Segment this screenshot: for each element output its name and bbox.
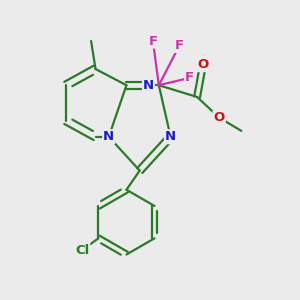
Text: N: N xyxy=(143,79,154,92)
Text: F: F xyxy=(148,34,158,48)
Text: Cl: Cl xyxy=(75,244,89,256)
Text: N: N xyxy=(165,130,176,143)
Text: O: O xyxy=(197,58,208,71)
Text: F: F xyxy=(185,71,194,84)
Text: O: O xyxy=(214,111,225,124)
Text: F: F xyxy=(175,39,184,52)
Text: N: N xyxy=(103,130,114,143)
